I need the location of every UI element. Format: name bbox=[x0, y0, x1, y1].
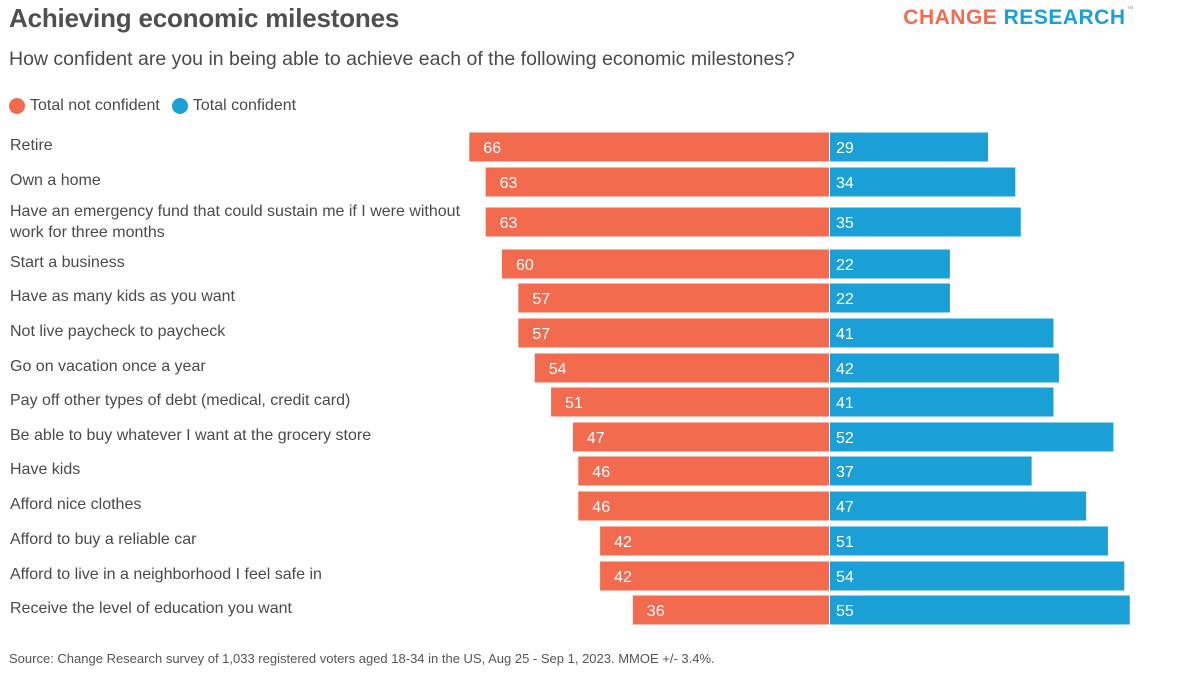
bar-not-confident bbox=[572, 422, 829, 452]
data-label-confident: 51 bbox=[836, 534, 854, 551]
bar-not-confident bbox=[469, 132, 829, 162]
bar-not-confident bbox=[534, 353, 829, 383]
bar-confident bbox=[830, 167, 1016, 197]
bar-not-confident bbox=[485, 207, 829, 237]
category-label: Afford to buy a reliable car bbox=[10, 531, 197, 548]
bar-confident bbox=[830, 353, 1059, 383]
category-label: Receive the level of education you want bbox=[10, 600, 292, 617]
data-label-not-confident: 54 bbox=[549, 361, 567, 378]
data-label-confident: 35 bbox=[836, 215, 854, 232]
data-label-not-confident: 42 bbox=[614, 534, 632, 551]
bar-confident bbox=[830, 595, 1130, 625]
data-label-confident: 47 bbox=[836, 499, 854, 516]
category-label: Have kids bbox=[10, 461, 81, 478]
legend-item-not-confident: Total not confident bbox=[9, 97, 160, 115]
bar-not-confident bbox=[600, 561, 829, 591]
data-label-not-confident: 63 bbox=[500, 215, 518, 232]
source-note: Source: Change Research survey of 1,033 … bbox=[9, 651, 715, 666]
data-label-not-confident: 46 bbox=[592, 464, 610, 481]
bar-confident bbox=[830, 283, 950, 313]
logo-part-research: RESEARCH bbox=[1003, 6, 1126, 29]
chart-title: Achieving economic milestones bbox=[9, 3, 400, 33]
legend-item-confident: Total confident bbox=[171, 97, 297, 115]
logo-part-change: CHANGE bbox=[903, 6, 998, 29]
category-label: Go on vacation once a year bbox=[10, 358, 206, 375]
bar-confident bbox=[830, 561, 1125, 591]
data-label-not-confident: 60 bbox=[516, 257, 534, 274]
data-label-confident: 54 bbox=[836, 569, 854, 586]
category-label: Afford to live in a neighborhood I feel … bbox=[10, 566, 322, 583]
data-label-not-confident: 63 bbox=[500, 175, 518, 192]
bar-not-confident bbox=[518, 283, 829, 313]
legend-swatch-not-confident bbox=[9, 98, 25, 114]
change-research-logo: CHANGE RESEARCH™ bbox=[903, 6, 1134, 30]
data-label-confident: 41 bbox=[836, 326, 854, 343]
category-label: Have an emergency fund that could sustai… bbox=[10, 203, 461, 241]
data-label-not-confident: 36 bbox=[647, 603, 665, 620]
data-label-not-confident: 47 bbox=[587, 430, 605, 447]
bar-not-confident bbox=[578, 456, 829, 486]
data-label-confident: 52 bbox=[836, 430, 854, 447]
bar-confident bbox=[830, 387, 1054, 417]
data-label-confident: 29 bbox=[836, 140, 854, 157]
data-label-confident: 22 bbox=[836, 291, 854, 308]
bar-confident bbox=[830, 132, 989, 162]
bar-not-confident bbox=[485, 167, 829, 197]
category-label: Be able to buy whatever I want at the gr… bbox=[10, 427, 372, 444]
data-label-not-confident: 42 bbox=[614, 569, 632, 586]
bar-not-confident bbox=[600, 526, 829, 556]
bar-not-confident bbox=[551, 387, 829, 417]
bar-confident bbox=[830, 249, 950, 279]
bar-confident bbox=[830, 318, 1054, 348]
data-label-not-confident: 51 bbox=[565, 395, 583, 412]
legend-swatch-confident bbox=[171, 98, 188, 114]
data-label-confident: 22 bbox=[836, 257, 854, 274]
data-label-confident: 41 bbox=[836, 395, 854, 412]
bar-confident bbox=[830, 456, 1032, 486]
bar-confident bbox=[830, 422, 1114, 452]
data-label-not-confident: 46 bbox=[592, 499, 610, 516]
legend-label-not-confident: Total not confident bbox=[30, 97, 160, 114]
data-label-confident: 34 bbox=[836, 175, 854, 192]
bar-not-confident bbox=[518, 318, 829, 348]
category-label: Own a home bbox=[10, 172, 101, 189]
data-label-not-confident: 66 bbox=[483, 140, 501, 157]
category-label: Pay off other types of debt (medical, cr… bbox=[10, 392, 351, 409]
category-label: Retire bbox=[10, 137, 53, 154]
bar-confident bbox=[830, 526, 1108, 556]
data-label-confident: 37 bbox=[836, 464, 854, 481]
category-label: Start a business bbox=[10, 254, 125, 271]
data-label-confident: 42 bbox=[836, 361, 854, 378]
bar-confident bbox=[830, 207, 1021, 237]
chart-subtitle: How confident are you in being able to a… bbox=[9, 48, 795, 70]
data-label-not-confident: 57 bbox=[532, 291, 550, 308]
chart-legend: Total not confident Total confident bbox=[9, 95, 308, 117]
data-label-confident: 55 bbox=[836, 603, 854, 620]
legend-label-confident: Total confident bbox=[192, 97, 297, 114]
category-label: Not live paycheck to paycheck bbox=[10, 323, 226, 340]
bar-confident bbox=[830, 491, 1087, 521]
bar-not-confident bbox=[632, 595, 829, 625]
bar-not-confident bbox=[502, 249, 829, 279]
data-label-not-confident: 57 bbox=[532, 326, 550, 343]
category-label: Have as many kids as you want bbox=[10, 288, 235, 305]
category-label: Afford nice clothes bbox=[10, 496, 142, 513]
bar-not-confident bbox=[578, 491, 829, 521]
logo-trademark: ™ bbox=[1126, 6, 1134, 13]
